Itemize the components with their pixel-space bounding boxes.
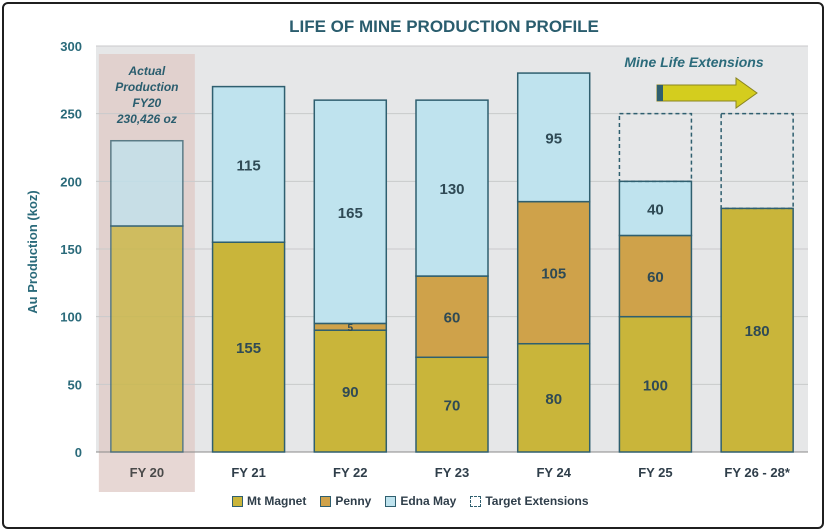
y-tick-label: 150	[60, 242, 82, 257]
bar-mt-magnet	[720, 207, 794, 453]
legend-label-edna-may: Edna May	[400, 494, 457, 508]
data-label: 40	[647, 201, 664, 218]
y-tick-label: 50	[68, 377, 82, 392]
data-label: 115	[236, 157, 260, 174]
y-tick-label: 100	[60, 310, 82, 325]
legend-label-mt-magnet: Mt Magnet	[247, 494, 307, 508]
y-tick-label: 0	[75, 445, 82, 460]
legend-swatch-penny	[320, 495, 332, 507]
bar-mt-magnet	[211, 241, 286, 453]
y-tick-label: 250	[60, 107, 82, 122]
data-label: 60	[444, 310, 461, 327]
x-tick-label: FY 26 - 28*	[724, 465, 790, 480]
x-tick-label: FY 25	[638, 465, 672, 480]
mine-life-annotation: Mine Life Extensions	[624, 54, 763, 70]
data-label: 130	[439, 181, 464, 198]
actual-production-annotation: Production	[115, 80, 178, 94]
bar-edna-may	[313, 99, 388, 325]
bar-edna-may	[516, 72, 591, 203]
bar-edna-may	[211, 85, 286, 243]
actual-production-annotation: 230,426 oz	[116, 112, 177, 126]
bar-mt-magnet	[618, 315, 693, 453]
legend-item-penny: Penny	[320, 494, 371, 508]
legend-item-target-extensions: Target Extensions	[470, 494, 589, 508]
bar-target-extensions	[618, 112, 693, 183]
bar-mt-magnet	[313, 329, 388, 453]
legend-label-penny: Penny	[335, 494, 372, 508]
y-axis-label: Au Production (koz)	[25, 190, 40, 314]
bar-penny	[516, 200, 591, 345]
data-label: 165	[338, 205, 363, 222]
extension-arrow-tail	[657, 85, 663, 101]
legend-swatch-target-extensions	[470, 495, 482, 507]
data-label: 155	[236, 340, 261, 357]
bar-penny	[618, 234, 693, 318]
data-label: 100	[643, 377, 668, 394]
x-tick-label: FY 21	[231, 465, 265, 480]
legend-swatch-edna-may	[385, 495, 397, 507]
x-tick-label: FY 22	[333, 465, 367, 480]
extension-arrow	[656, 77, 758, 109]
data-label: 5	[348, 323, 354, 334]
data-label: 90	[342, 384, 359, 401]
data-label: 95	[545, 130, 562, 147]
bar-edna-may	[618, 180, 693, 237]
y-tick-label: 300	[60, 39, 82, 54]
x-tick-label: FY 23	[435, 465, 469, 480]
bar-mt-magnet	[516, 342, 591, 453]
data-label: 180	[745, 323, 770, 340]
data-label: 70	[444, 398, 461, 415]
legend-item-mt-magnet: Mt Magnet	[232, 494, 306, 508]
x-tick-label: FY 20	[130, 465, 164, 480]
data-label: 60	[647, 269, 664, 286]
bar-edna-may	[110, 139, 184, 227]
x-tick-label: FY 24	[536, 465, 571, 480]
data-label: 105	[541, 266, 566, 283]
y-tick-label: 200	[60, 174, 82, 189]
legend-item-edna-may: Edna May	[385, 494, 456, 508]
plot-area: 0 50 100 150 200 250 300 FY 20 155 115 FY 21 90 5 165…	[60, 39, 808, 492]
legend-swatch-mt-magnet	[232, 495, 243, 507]
legend: Mt Magnet Penny Edna May Target Extensio…	[232, 494, 589, 508]
data-label: 80	[545, 391, 562, 408]
bar-edna-may	[415, 99, 489, 277]
actual-production-annotation: Actual	[128, 64, 166, 78]
actual-production-annotation: FY20	[133, 96, 162, 110]
bar-mt-magnet	[110, 225, 184, 453]
bar-mt-magnet	[415, 356, 489, 453]
chart-title: LIFE OF MINE PRODUCTION PROFILE	[289, 17, 599, 36]
legend-label-target-extensions: Target Extensions	[485, 494, 589, 508]
bar-penny	[415, 275, 489, 359]
bar-target-extensions	[720, 112, 794, 210]
